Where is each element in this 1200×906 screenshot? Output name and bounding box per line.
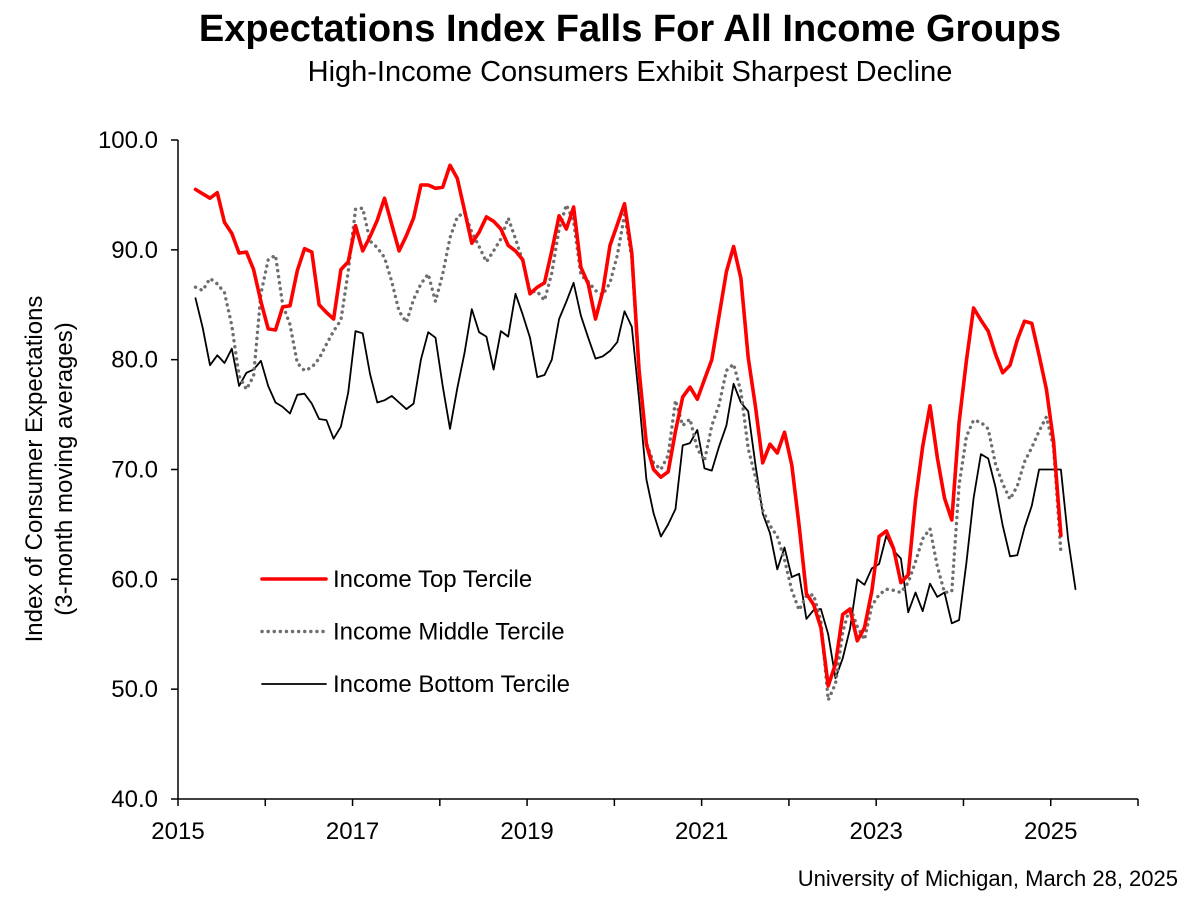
y-axis-label-line1: Index of Consumer Expectations — [21, 296, 48, 643]
x-tick-label: 2015 — [151, 818, 204, 845]
series-layer — [193, 163, 1077, 702]
y-tick-label: 50.0 — [111, 676, 158, 703]
source-note: University of Michigan, March 28, 2025 — [797, 866, 1178, 891]
y-tick-label: 90.0 — [111, 237, 158, 264]
chart-subtitle: High-Income Consumers Exhibit Sharpest D… — [307, 56, 953, 88]
y-tick-label: 40.0 — [111, 786, 158, 813]
series-line-income-top-tercile — [193, 163, 1063, 688]
x-tick-label: 2021 — [675, 818, 728, 845]
chart-title: Expectations Index Falls For All Income … — [198, 8, 1062, 50]
legend-label: Income Middle Tercile — [333, 619, 565, 646]
y-tick-label: 80.0 — [111, 347, 158, 374]
series-line-income-middle-tercile — [193, 203, 1063, 702]
y-tick-label: 100.0 — [98, 127, 158, 154]
x-tick-label: 2019 — [500, 818, 553, 845]
axes: 40.0 50.0 60.0 70.0 80.0 90.0 100.0 2015 2017 201… — [98, 127, 1139, 845]
y-axis-label: Index of Consumer Expectations (3-month … — [21, 296, 78, 643]
legend-label: Income Bottom Tercile — [333, 671, 570, 698]
x-tick-label: 2025 — [1024, 818, 1077, 845]
series-line-income-bottom-tercile — [194, 281, 1077, 680]
x-tick-label: 2023 — [849, 818, 902, 845]
y-axis-label-line2: (3-month moving averages) — [51, 322, 78, 615]
legend-label: Income Top Tercile — [333, 566, 532, 593]
y-tick-label: 70.0 — [111, 457, 158, 484]
legend: Income Top Tercile Income Middle Tercile I… — [260, 566, 570, 698]
x-tick-label: 2017 — [326, 818, 379, 845]
y-tick-label: 60.0 — [111, 566, 158, 593]
